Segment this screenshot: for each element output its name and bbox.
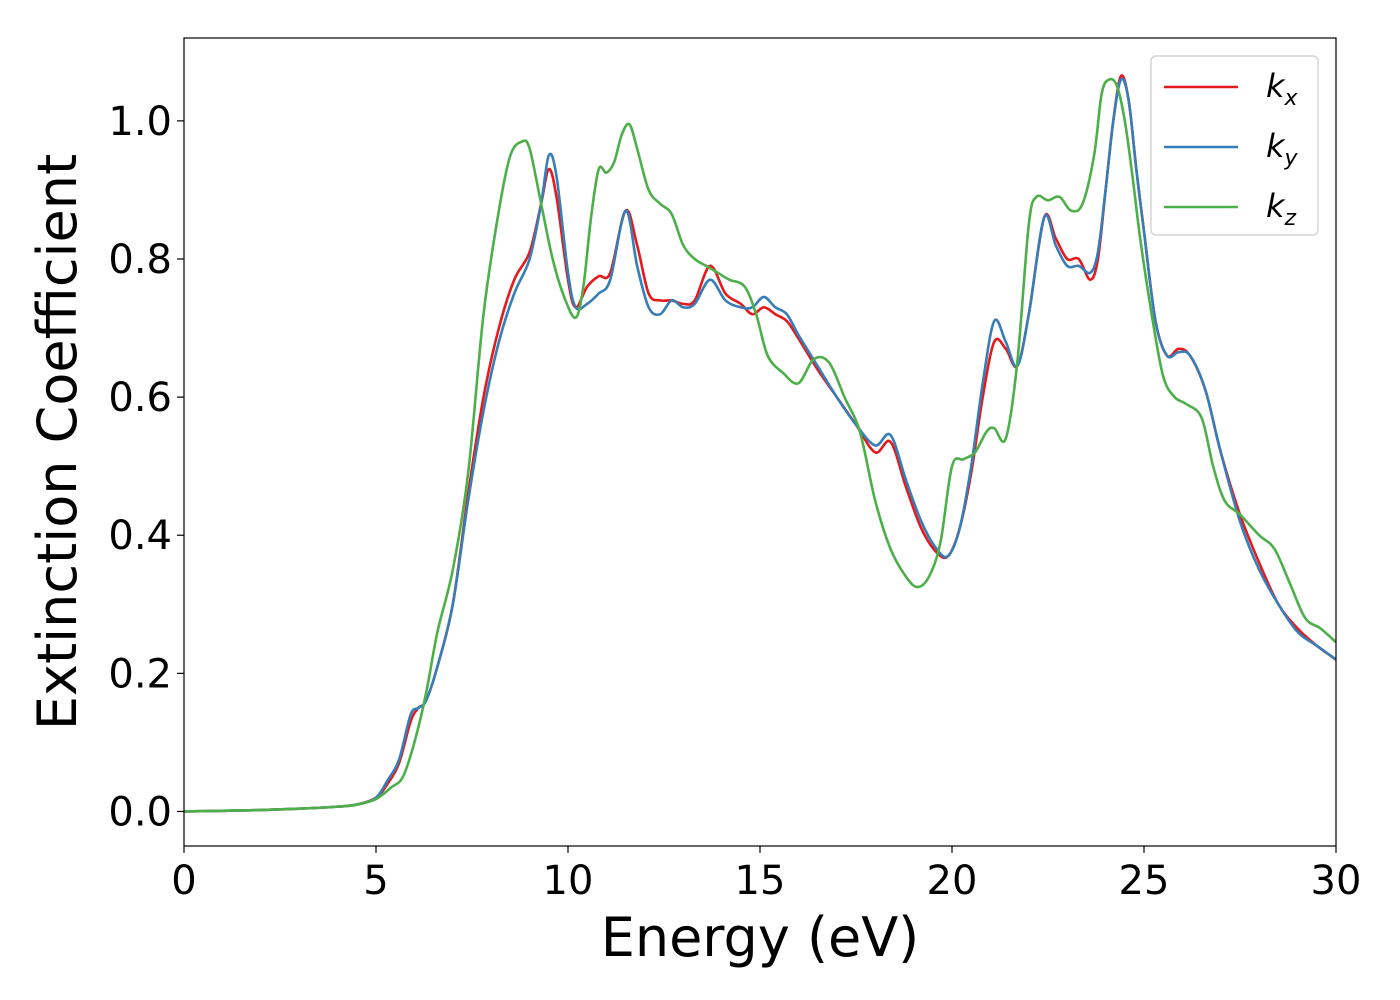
y-tick-label: 1.0 bbox=[108, 99, 172, 145]
y-tick-label: 0.2 bbox=[108, 651, 172, 697]
legend-label-x: kx bbox=[1266, 67, 1299, 111]
y-tick-label: 0.0 bbox=[108, 789, 172, 835]
x-axis-title: Energy (eV) bbox=[601, 906, 920, 969]
legend-box bbox=[1150, 55, 1319, 236]
legend-label-y: ky bbox=[1266, 127, 1299, 171]
y-axis: 0.0 0.2 0.4 0.6 0.8 1.0 bbox=[108, 99, 184, 835]
y-tick-label: 0.6 bbox=[108, 375, 172, 421]
legend: kx ky kz bbox=[1150, 55, 1319, 236]
y-axis-title: Extinction Coefficient bbox=[26, 154, 89, 730]
x-tick-label: 25 bbox=[1119, 858, 1170, 904]
x-tick-label: 30 bbox=[1311, 858, 1362, 904]
x-tick-label: 0 bbox=[171, 858, 196, 904]
series-line-y bbox=[184, 77, 1336, 813]
x-axis: 0 5 10 15 20 25 30 bbox=[171, 846, 1361, 904]
x-tick-label: 5 bbox=[363, 858, 388, 904]
x-tick-label: 15 bbox=[735, 858, 786, 904]
x-tick-label: 10 bbox=[543, 858, 594, 904]
y-tick-label: 0.4 bbox=[108, 513, 172, 559]
legend-label-z: kz bbox=[1266, 187, 1297, 231]
series-layer bbox=[184, 74, 1336, 813]
series-line-z bbox=[184, 77, 1336, 813]
y-tick-label: 0.8 bbox=[108, 237, 172, 283]
x-tick-label: 20 bbox=[927, 858, 978, 904]
